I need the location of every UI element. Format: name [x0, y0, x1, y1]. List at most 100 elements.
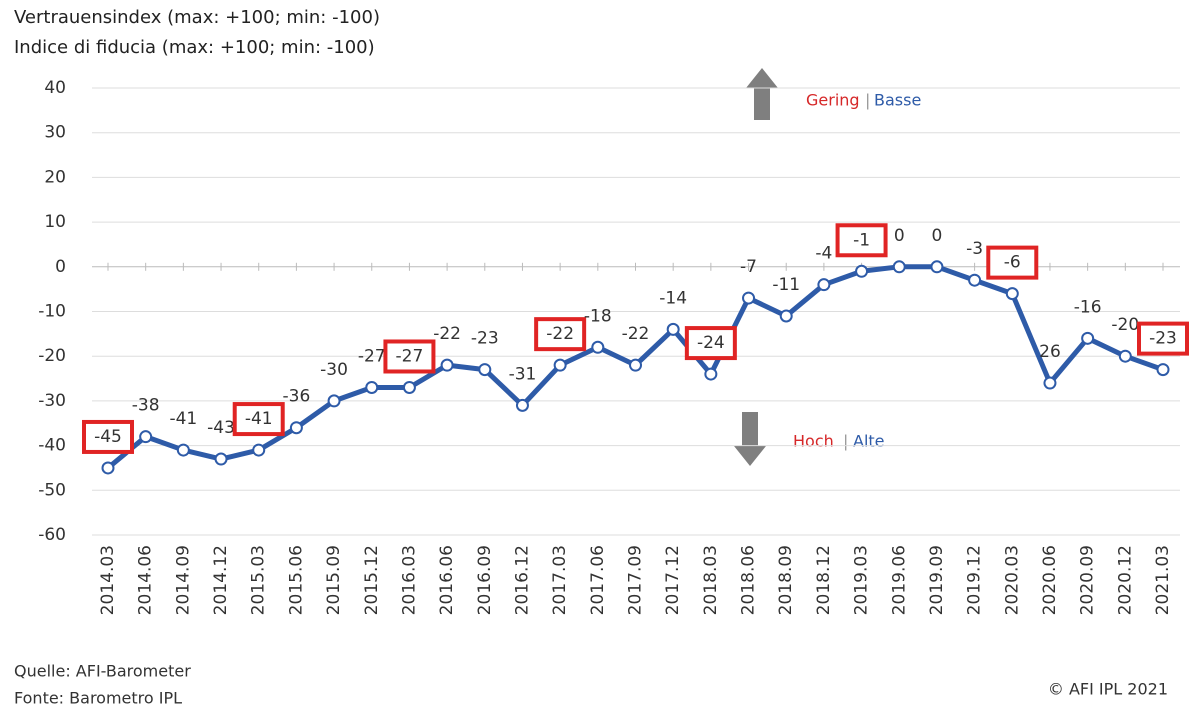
- arrow-down: [734, 412, 766, 466]
- data-label: -4: [815, 244, 832, 264]
- data-label: -23: [471, 329, 499, 349]
- x-tick-label: 2016.06: [437, 545, 457, 615]
- data-label: -22: [433, 324, 461, 344]
- annotation: |: [843, 432, 848, 451]
- marker: [855, 264, 869, 278]
- x-tick-label: 2021.03: [1153, 545, 1173, 615]
- marker: [327, 394, 341, 408]
- highlight-box: [986, 245, 1039, 280]
- x-tick-label: 2019.12: [965, 545, 985, 615]
- marker: [1118, 349, 1132, 363]
- marker: [968, 273, 982, 287]
- data-label: -43: [207, 418, 235, 438]
- data-label: -16: [1074, 297, 1102, 317]
- data-label: -27: [396, 346, 424, 366]
- data-label: -14: [659, 288, 687, 308]
- x-tick-label: 2019.09: [927, 545, 947, 615]
- y-tick-label: 30: [44, 123, 66, 143]
- marker: [1081, 331, 1095, 345]
- x-tick-label: 2015.12: [362, 545, 382, 615]
- highlight-box: [82, 419, 134, 454]
- data-label: -41: [245, 409, 273, 429]
- marker: [892, 260, 906, 274]
- marker: [1005, 287, 1019, 301]
- data-label: -30: [320, 360, 348, 380]
- marker: [553, 358, 567, 372]
- x-tick-label: 2018.06: [739, 545, 759, 615]
- data-label: -27: [358, 346, 386, 366]
- highlight-box: [835, 223, 888, 258]
- x-tick-label: 2015.03: [249, 545, 269, 615]
- highlight-box: [534, 317, 587, 352]
- data-label: -20: [1111, 315, 1139, 335]
- marker: [289, 421, 303, 435]
- y-tick-label: -60: [38, 525, 66, 545]
- x-tick-label: 2020.06: [1040, 545, 1060, 615]
- marker: [1043, 376, 1057, 390]
- y-tick-label: -20: [38, 346, 66, 366]
- marker: [139, 430, 153, 444]
- marker: [779, 309, 793, 323]
- x-tick-label: 2020.03: [1002, 545, 1022, 615]
- x-tick-label: 2017.06: [588, 545, 608, 615]
- x-tick-label: 2020.12: [1115, 545, 1135, 615]
- data-label: -3: [966, 239, 983, 259]
- marker: [214, 452, 228, 466]
- x-tick-label: 2014.06: [136, 545, 156, 615]
- x-tick-label: 2017.09: [626, 545, 646, 615]
- data-label: -23: [1149, 329, 1177, 349]
- y-tick-label: -40: [38, 436, 66, 456]
- y-tick-label: 20: [44, 167, 66, 187]
- y-tick-label: -50: [38, 480, 66, 500]
- data-label: -41: [169, 409, 197, 429]
- x-tick-label: 2018.12: [814, 545, 834, 615]
- marker: [591, 340, 605, 354]
- marker: [440, 358, 454, 372]
- marker: [666, 322, 680, 336]
- x-tick-label: 2014.03: [98, 545, 118, 615]
- x-tick-label: 2014.12: [211, 545, 231, 615]
- y-tick-label: -10: [38, 302, 66, 322]
- source: Quelle: AFI-Barometer: [14, 662, 191, 681]
- x-tick-label: 2015.06: [286, 545, 306, 615]
- highlight-box: [1137, 321, 1189, 356]
- arrow-up: [746, 68, 778, 120]
- x-tick-label: 2019.03: [852, 545, 872, 615]
- source: Fonte: Barometro IPL: [14, 689, 182, 708]
- data-label: -7: [740, 257, 757, 277]
- marker: [1156, 363, 1170, 377]
- data-label: -38: [132, 396, 160, 416]
- y-tick-label: 40: [44, 78, 66, 98]
- y-tick-label: 10: [44, 212, 66, 232]
- annotation: Hoch: [793, 432, 834, 451]
- chart-title: Indice di fiducia (max: +100; min: -100): [14, 37, 375, 58]
- data-label: -22: [546, 324, 574, 344]
- marker: [365, 380, 379, 394]
- x-tick-label: 2017.12: [663, 545, 683, 615]
- y-tick-label: 0: [55, 257, 66, 277]
- marker: [817, 278, 831, 292]
- x-tick-label: 2020.09: [1078, 545, 1098, 615]
- marker: [629, 358, 642, 372]
- data-label: 26: [1039, 342, 1061, 362]
- annotation: Alte: [853, 432, 885, 451]
- x-tick-label: 2017.03: [550, 545, 570, 615]
- x-tick-label: 2019.06: [889, 545, 909, 615]
- marker: [101, 461, 115, 475]
- data-label: 0: [894, 226, 905, 246]
- copyright: © AFI IPL 2021: [1048, 680, 1168, 699]
- marker: [515, 398, 529, 412]
- data-label: -1: [853, 230, 870, 250]
- data-label: -45: [94, 427, 122, 447]
- data-label: -22: [622, 324, 650, 344]
- x-tick-label: 2016.09: [475, 545, 495, 615]
- marker: [930, 260, 944, 274]
- x-tick-label: 2018.03: [701, 545, 721, 615]
- annotation: |: [865, 91, 870, 110]
- x-tick-label: 2016.03: [399, 545, 419, 615]
- data-label: -31: [509, 364, 537, 384]
- marker: [252, 443, 266, 457]
- data-label: -11: [772, 275, 800, 295]
- x-tick-label: 2018.09: [776, 545, 796, 615]
